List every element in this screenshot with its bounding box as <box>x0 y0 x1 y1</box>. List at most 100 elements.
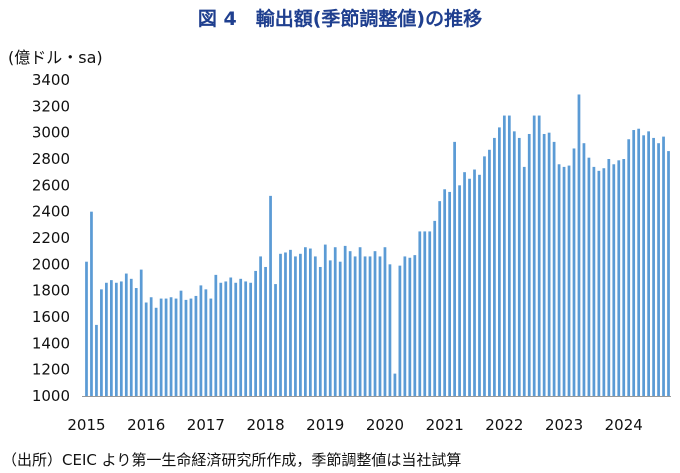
bar <box>478 174 481 396</box>
bar <box>597 170 601 396</box>
bar <box>90 211 93 396</box>
bar <box>542 133 546 397</box>
bar <box>647 131 650 396</box>
bar <box>199 285 203 396</box>
bar <box>498 127 501 397</box>
bar <box>567 165 571 396</box>
bar <box>458 185 461 396</box>
bar <box>264 266 267 396</box>
bar <box>219 282 223 396</box>
bar <box>627 139 631 396</box>
bar <box>105 282 108 396</box>
bar <box>438 201 442 396</box>
bar <box>368 256 372 396</box>
bar <box>512 131 516 396</box>
bar <box>373 251 377 396</box>
bar <box>299 253 302 396</box>
bar <box>269 195 272 396</box>
y-axis-ticks: 1000 1200 1400 1600 1800 2000 2200 2400 2600 2800… <box>32 71 70 405</box>
bar <box>164 298 168 396</box>
bar <box>343 245 347 396</box>
bar <box>189 298 193 396</box>
bar <box>353 256 357 396</box>
x-tick-label: 2023 <box>545 416 583 434</box>
y-tick-label: 3200 <box>32 97 70 115</box>
x-axis-ticks: 2015 2016 2017 2018 2019 2020 2021 2022 2023 2024 <box>67 416 642 434</box>
bar <box>428 231 432 396</box>
bar <box>363 256 367 396</box>
bar <box>194 295 198 396</box>
y-tick-label: 2400 <box>32 203 70 221</box>
bar <box>313 256 317 396</box>
bar <box>577 94 581 396</box>
bar <box>413 255 417 396</box>
bar <box>109 280 113 396</box>
bar <box>463 172 466 396</box>
bar <box>642 135 646 397</box>
bar <box>652 137 655 396</box>
x-tick-label: 2018 <box>246 416 284 434</box>
bar <box>85 261 88 396</box>
bar <box>95 324 98 396</box>
bar <box>473 169 476 396</box>
bar <box>448 191 451 396</box>
bar <box>423 231 427 396</box>
y-tick-label: 2600 <box>32 176 70 194</box>
bar <box>418 231 422 396</box>
bar <box>279 253 282 396</box>
bar <box>328 260 332 396</box>
bar <box>154 307 158 396</box>
bar <box>139 269 143 396</box>
bar <box>229 277 233 396</box>
bar <box>443 189 447 396</box>
bar <box>358 247 362 396</box>
bar <box>308 248 312 396</box>
bar <box>119 281 123 396</box>
bar <box>224 281 228 396</box>
y-axis-unit-label: (億ドル・sa) <box>8 48 103 67</box>
bar <box>582 143 586 396</box>
y-tick-label: 1200 <box>32 361 70 379</box>
bar <box>318 266 322 396</box>
bar <box>552 141 556 396</box>
bar <box>239 278 243 396</box>
bar <box>502 115 506 397</box>
bar <box>254 270 257 396</box>
bar <box>129 278 133 396</box>
bar <box>144 302 148 396</box>
bar <box>393 373 397 396</box>
bar <box>527 133 531 397</box>
bar <box>383 247 387 396</box>
bar <box>488 149 491 396</box>
bar <box>338 261 342 396</box>
bar <box>403 256 407 396</box>
bar <box>244 281 248 396</box>
bar <box>249 282 253 396</box>
bar <box>388 264 392 396</box>
bar <box>234 282 238 396</box>
bar <box>522 166 526 396</box>
bar <box>657 143 660 396</box>
bar <box>622 159 626 396</box>
bar <box>159 298 163 396</box>
bar <box>632 130 636 396</box>
bar <box>453 141 456 396</box>
bar <box>259 256 262 396</box>
bar <box>214 274 218 396</box>
y-tick-label: 1800 <box>32 282 70 300</box>
bar <box>592 166 596 396</box>
bar <box>124 273 128 396</box>
bar <box>149 297 153 396</box>
bar <box>209 298 213 396</box>
bar <box>667 151 670 396</box>
x-tick-label: 2015 <box>67 416 105 434</box>
y-tick-label: 1000 <box>32 387 70 405</box>
bar <box>398 265 402 396</box>
bar <box>304 247 307 396</box>
bar <box>557 164 561 396</box>
bar <box>184 299 188 396</box>
bar <box>517 137 521 396</box>
bar <box>602 168 606 396</box>
bar <box>284 252 287 396</box>
bar <box>617 160 621 396</box>
